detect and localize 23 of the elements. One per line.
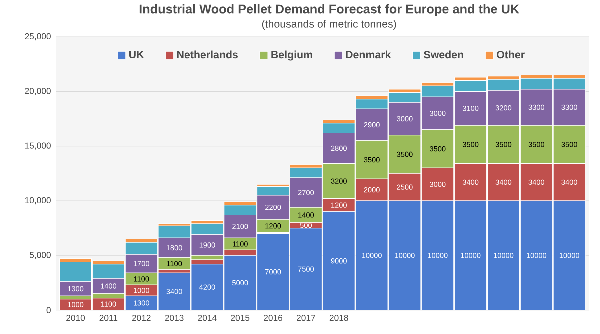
legend-label: Sweden [424, 50, 464, 58]
chart-subtitle: (thousands of metric tonnes) [262, 20, 396, 30]
x-tick-label: 2017 [297, 314, 316, 322]
y-tick-label: 25,000 [25, 33, 51, 40]
x-tick-label: 2018 [330, 314, 348, 322]
y-tick-label: 5,000 [30, 252, 51, 260]
legend-label: UK [129, 50, 144, 58]
legend-label: Other [497, 50, 525, 58]
y-tick-label: 10,000 [25, 197, 51, 204]
x-tick-label: 2011 [100, 314, 118, 322]
x-tick-label: 2013 [165, 314, 184, 322]
y-tick-label: 0 [46, 307, 51, 314]
x-tick-label: 2014 [198, 314, 217, 322]
x-tick-label: 2016 [264, 314, 283, 322]
chart-title: Industrial Wood Pellet Demand Forecast for Europe and the UK [140, 4, 520, 16]
legend-label: Belgium [272, 50, 312, 61]
y-tick-label: 20,000 [25, 88, 51, 96]
legend-label: Denmark [346, 50, 392, 58]
y-tick-label: 15,000 [25, 142, 51, 150]
x-tick-label: 2015 [231, 314, 250, 322]
x-tick-label: 2012 [132, 314, 151, 322]
legend-label: Netherlands [177, 50, 238, 58]
x-tick-label: 2010 [66, 314, 86, 322]
